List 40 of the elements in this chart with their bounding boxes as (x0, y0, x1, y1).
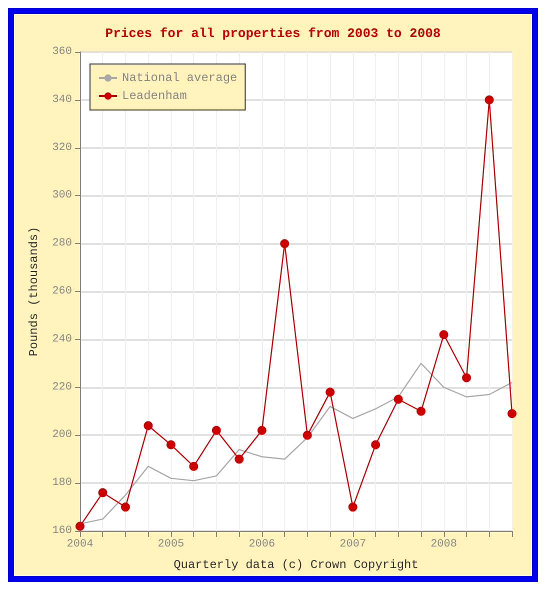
y-tick-label: 240 (52, 333, 72, 346)
y-tick-label: 360 (52, 46, 72, 58)
point (257, 426, 266, 435)
y-tick-label: 220 (52, 381, 72, 394)
x-tick-label: 2006 (248, 538, 276, 550)
point (416, 406, 426, 416)
point (98, 488, 108, 498)
y-tick-label: 200 (52, 429, 72, 442)
legend-label: National average (122, 71, 238, 85)
y-tick-label: 300 (52, 190, 72, 202)
y-axis-title: Pounds (thousands) (27, 226, 41, 356)
y-tick-label: 180 (52, 477, 72, 490)
point (280, 239, 290, 248)
y-tick-label: 320 (52, 142, 72, 154)
x-tick-label: 2004 (66, 538, 94, 550)
point (234, 454, 244, 464)
x-tick-label: 2007 (340, 538, 366, 550)
point (394, 394, 403, 404)
point (302, 430, 312, 440)
point (212, 426, 221, 435)
point (348, 502, 358, 512)
y-tick-label: 260 (52, 286, 72, 298)
point (508, 409, 516, 418)
chart-title: Prices for all properties from 2003 to 2008 (105, 26, 441, 41)
point (484, 95, 494, 104)
point (439, 330, 448, 340)
point (371, 440, 380, 450)
point (326, 388, 335, 397)
x-axis-title: Quarterly data (c) Crown Copyright (174, 558, 418, 572)
x-tick-label: 2008 (430, 538, 457, 550)
y-tick-label: 280 (52, 238, 72, 250)
point (120, 502, 130, 512)
point (189, 462, 198, 471)
point (144, 421, 153, 430)
y-tick-label: 160 (52, 525, 72, 537)
y-tick-label: 340 (52, 94, 72, 106)
point (462, 373, 472, 382)
legend-label: Leadenham (122, 89, 187, 103)
x-tick-label: 2005 (158, 538, 184, 550)
point (166, 440, 176, 450)
